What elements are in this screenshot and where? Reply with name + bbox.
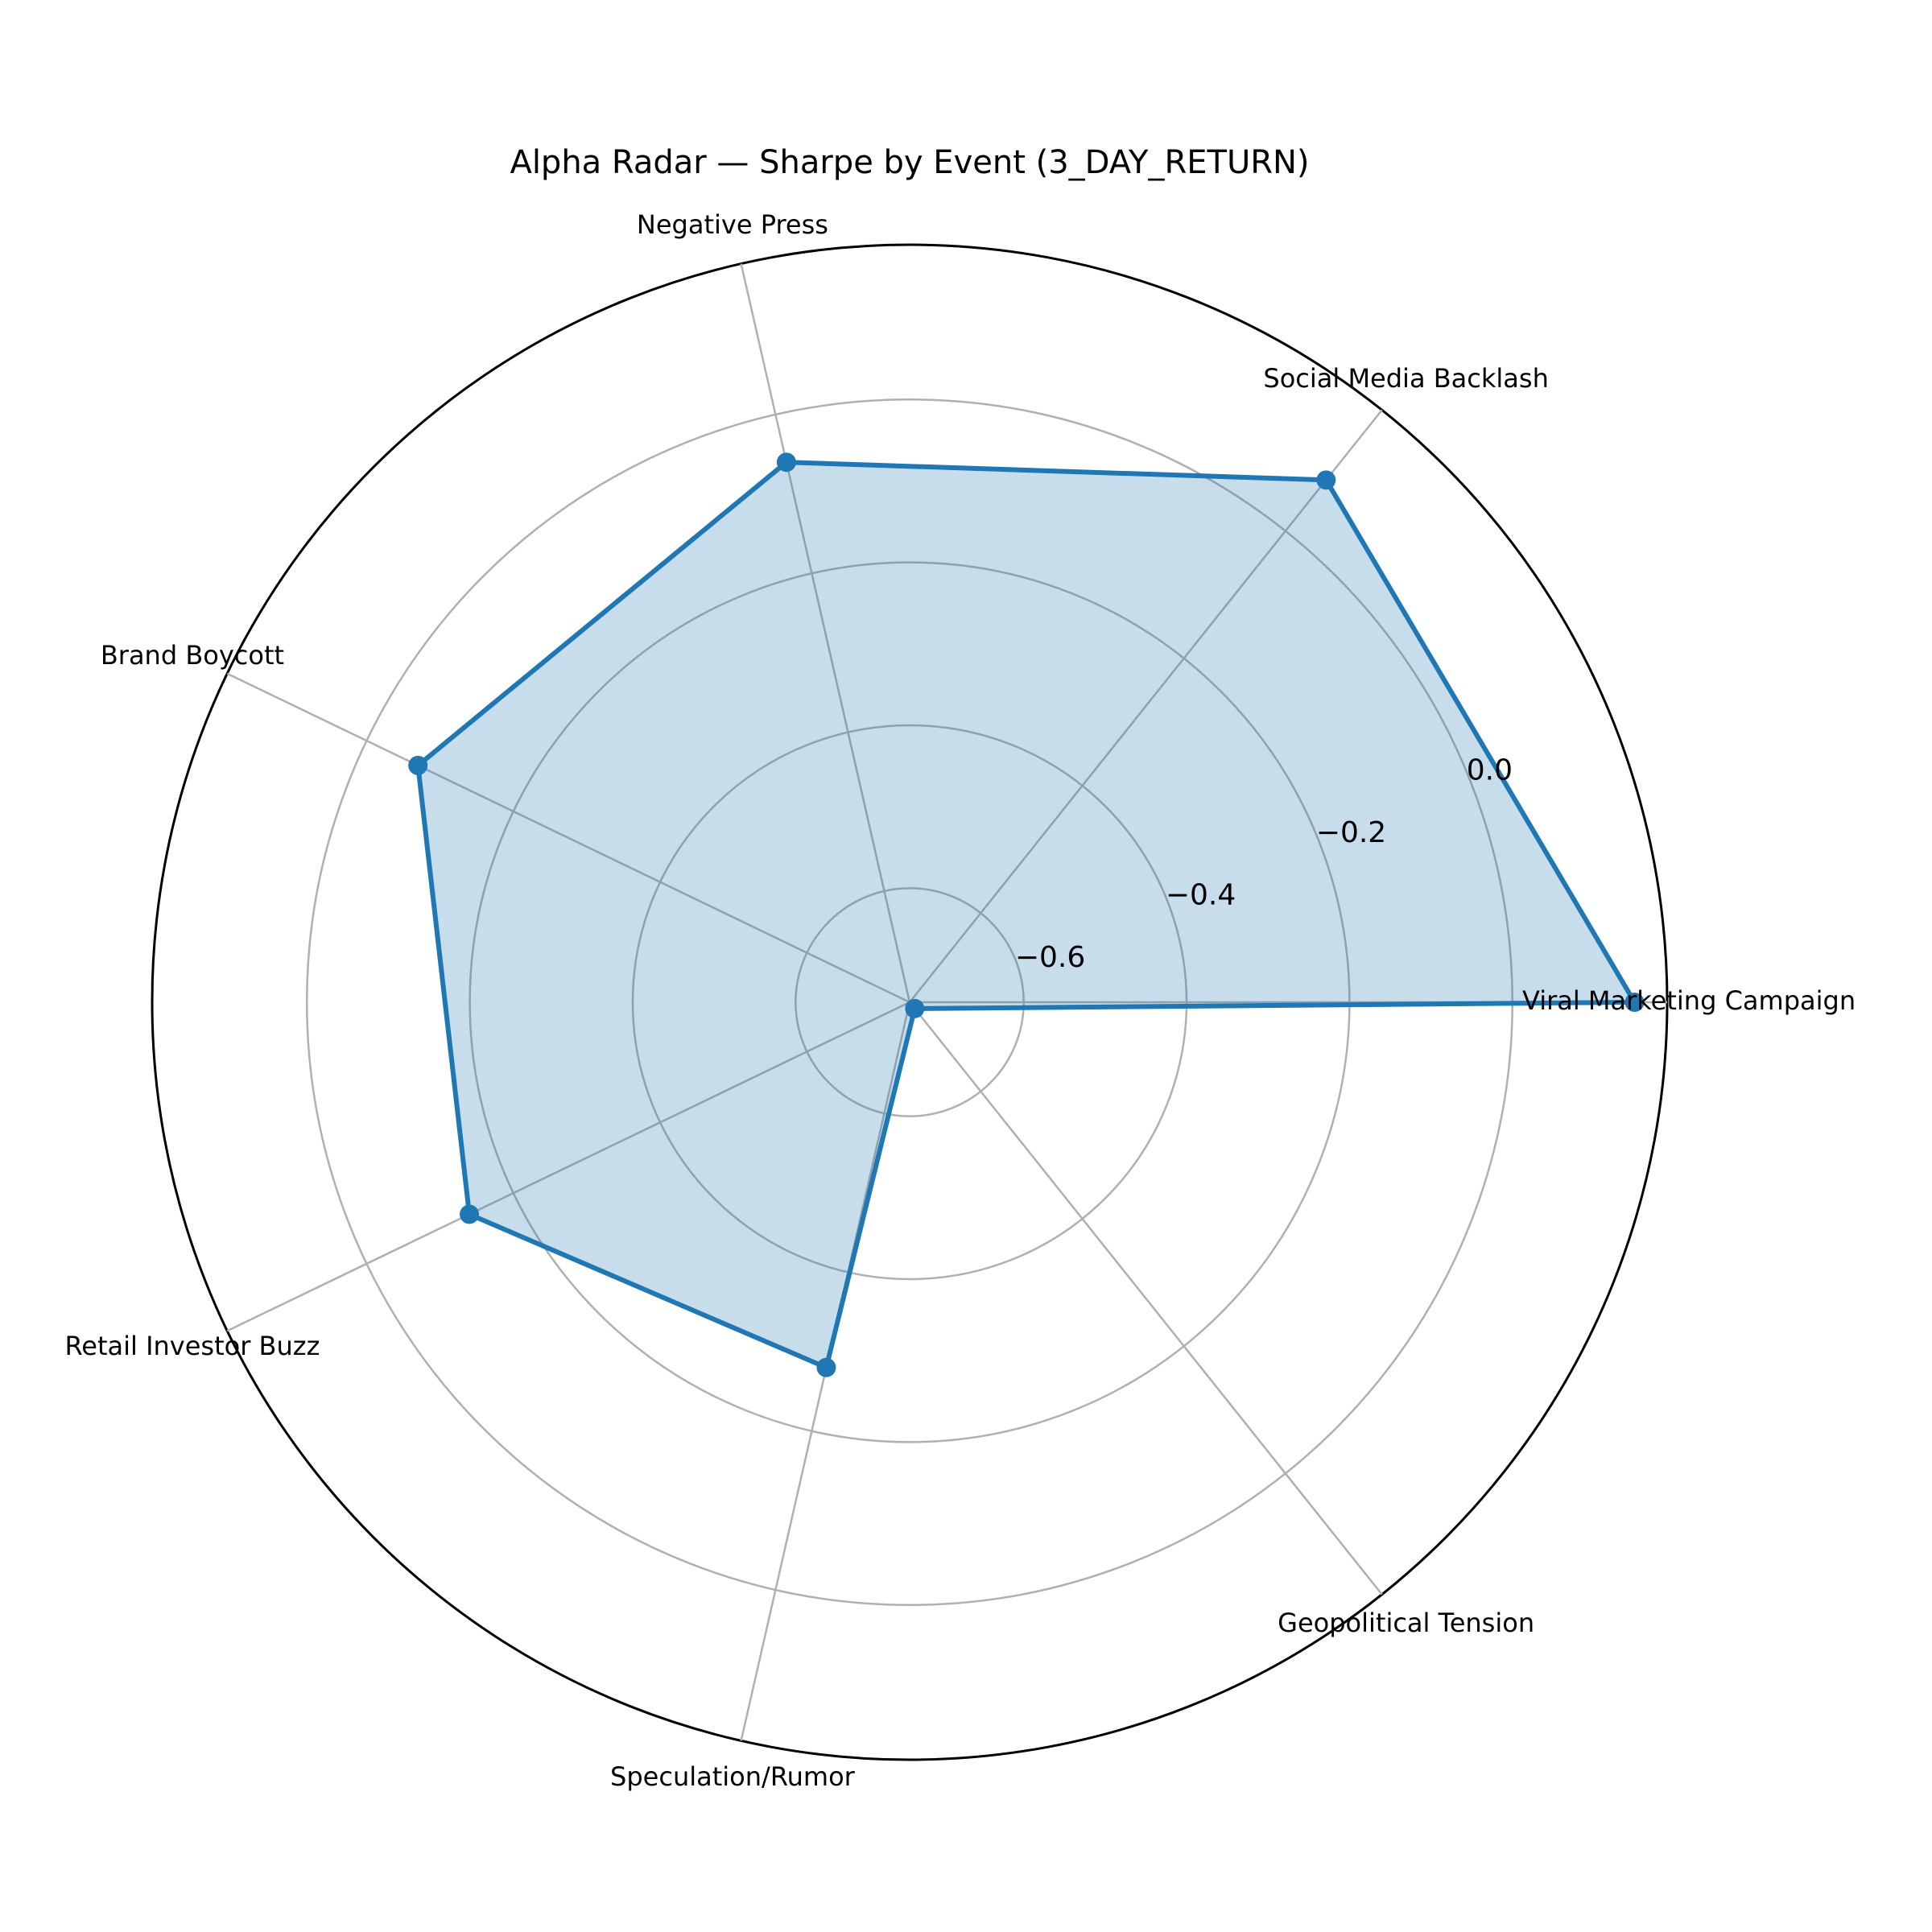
spoke-4 [226,1001,910,1332]
data-point-1 [1316,470,1336,490]
category-labels: Viral Marketing Campaign Social Media Bac… [64,209,1856,1792]
category-label: Viral Marketing Campaign [1522,985,1856,1016]
radial-tick-label: −0.4 [1166,878,1236,911]
data-point-5 [816,1357,836,1377]
data-point-2 [776,452,796,473]
series-area [418,462,1635,1368]
data-point-6 [905,998,925,1018]
spoke-2 [740,263,911,1003]
category-label: Geopolitical Tension [1278,1608,1534,1638]
radial-tick-labels: −0.6 −0.4 −0.2 0.0 [1015,753,1513,973]
spoke-3 [226,672,910,1004]
series-line [415,460,1637,1370]
category-label: Social Media Backlash [1263,363,1548,394]
spokes [226,263,1667,1741]
spoke-1 [909,409,1383,1003]
category-label: Brand Boycott [101,640,284,671]
spoke-6 [909,1001,1383,1596]
category-label: Negative Press [637,209,828,240]
category-label: Retail Investor Buzz [64,1331,320,1361]
chart-title: Alpha Radar — Sharpe by Event (3_DAY_RET… [510,144,1309,181]
data-point-4 [460,1204,480,1224]
category-label: Speculation/Rumor [610,1761,856,1792]
data-point-3 [408,755,428,775]
radial-tick-label: −0.6 [1015,941,1085,974]
radial-tick-label: 0.0 [1467,753,1513,786]
series [408,452,1645,1377]
data-point-0 [1624,993,1645,1012]
radial-tick-label: −0.2 [1316,816,1386,849]
